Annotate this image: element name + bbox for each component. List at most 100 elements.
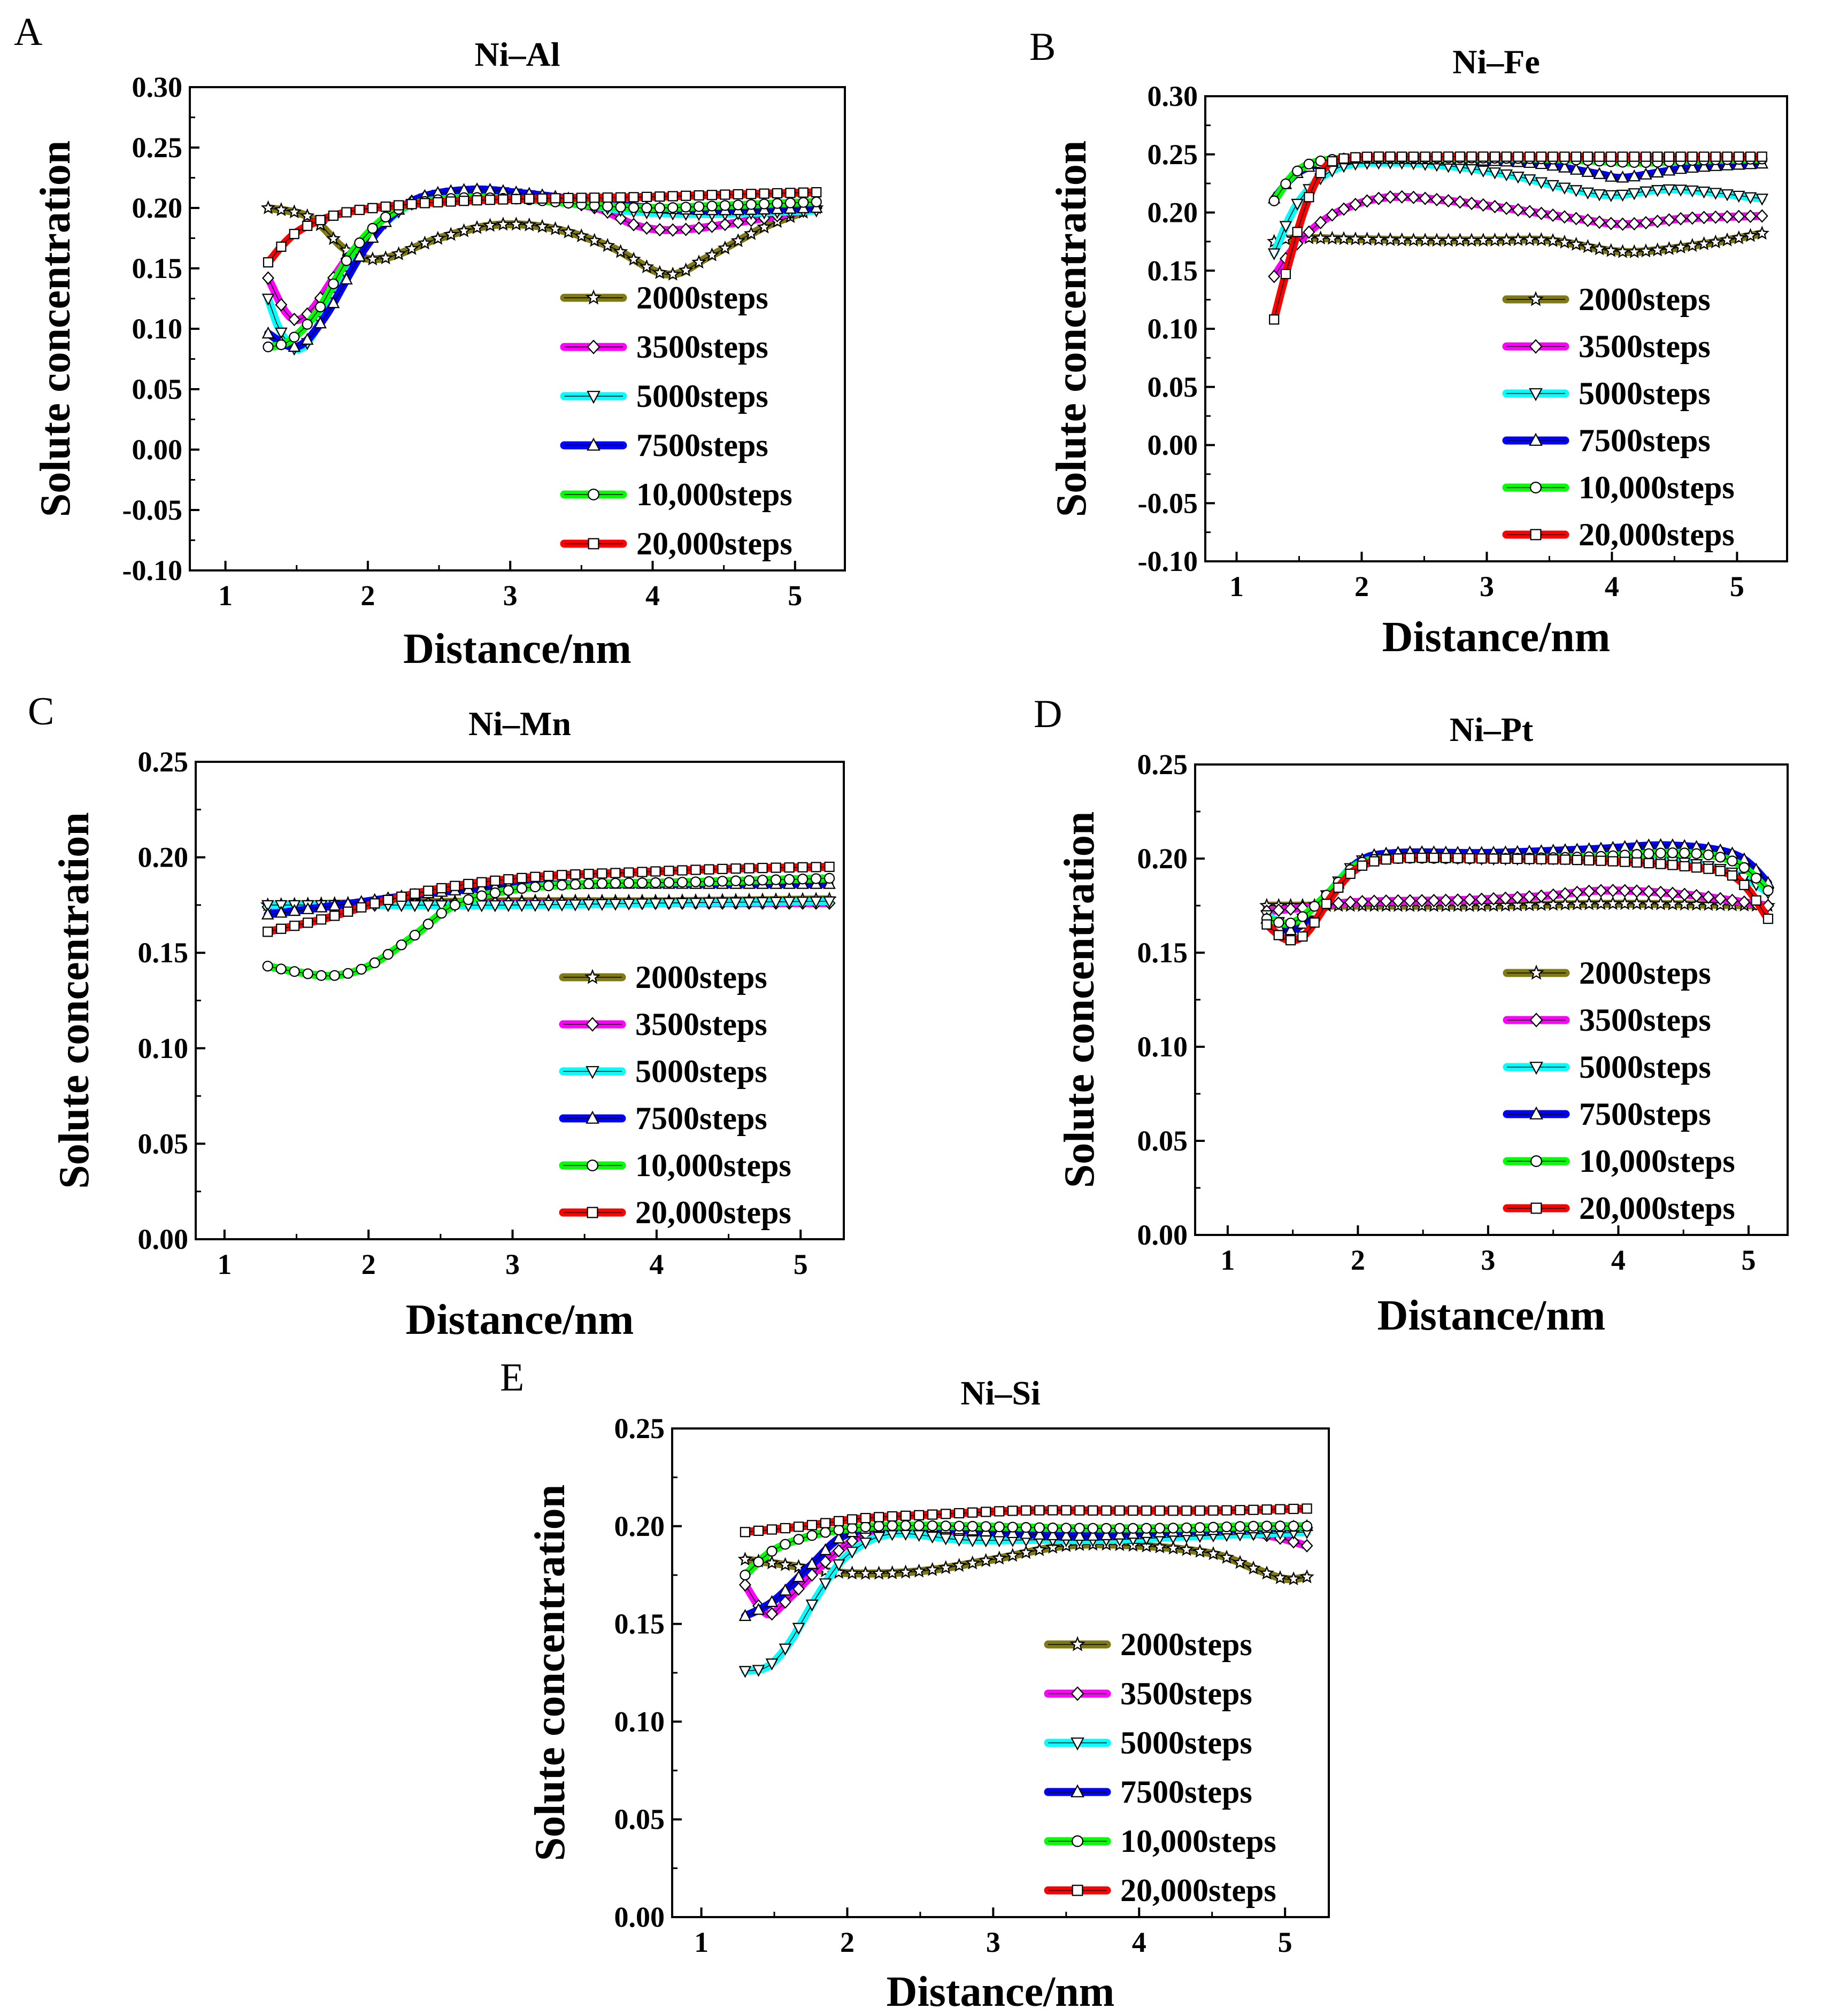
data-point [994, 1521, 1005, 1533]
data-point [1702, 890, 1715, 904]
data-point [1667, 860, 1678, 870]
legend-item: 10,000steps [560, 477, 792, 512]
x-tick-label: 4 [1132, 1926, 1146, 1958]
legend-marker [587, 339, 601, 354]
panel-d: D Ni–Pt 1 2 3 4 5 0.00 0.05 0.10 0.15 0.20 0.25 Dista… [1034, 692, 1789, 1339]
data-point [1617, 895, 1633, 910]
data-point [740, 1570, 751, 1581]
legend-item: 3500steps [1503, 1002, 1711, 1038]
data-point [1292, 227, 1303, 237]
y-tick-label: 0.30 [132, 71, 183, 103]
data-point [792, 1582, 805, 1596]
data-point [1380, 894, 1392, 908]
data-point [543, 880, 554, 892]
data-point [1394, 232, 1410, 246]
data-point [1280, 178, 1291, 190]
data-point [797, 862, 808, 872]
data-point [574, 228, 589, 243]
legend-label: 5000steps [1120, 1725, 1252, 1760]
data-point [1113, 1527, 1126, 1540]
data-point [779, 1595, 791, 1609]
data-point [342, 968, 353, 979]
data-point [1665, 896, 1680, 911]
y-tick-label: 0.25 [1137, 748, 1188, 781]
data-point [1489, 199, 1501, 214]
data-point [1662, 163, 1676, 176]
data-point [1524, 854, 1535, 864]
data-point [823, 872, 835, 884]
data-point [261, 271, 274, 285]
data-point [1392, 853, 1404, 864]
data-point [1420, 151, 1430, 162]
data-point [482, 218, 498, 232]
data-point [756, 897, 769, 909]
legend-marker [1529, 388, 1543, 401]
data-point [289, 921, 300, 931]
data-point [1674, 184, 1687, 197]
data-point [1696, 236, 1712, 251]
data-point [556, 899, 568, 912]
data-point [1580, 239, 1596, 253]
y-tick-label: 0.15 [1148, 254, 1198, 287]
data-point [1034, 1522, 1045, 1533]
data-point [810, 896, 822, 909]
data-point [1738, 895, 1751, 909]
data-point [569, 879, 581, 890]
data-point [1628, 169, 1641, 182]
data-point [1309, 901, 1320, 912]
data-point [1500, 169, 1513, 182]
data-point [1678, 887, 1691, 901]
legend-marker [1529, 1106, 1543, 1119]
data-point [1697, 159, 1711, 172]
data-point [1088, 1505, 1098, 1516]
data-point [1261, 1520, 1273, 1532]
data-point [926, 1531, 939, 1544]
data-point [1536, 854, 1546, 864]
legend-label: 10,000steps [636, 477, 792, 512]
data-point [1476, 853, 1487, 864]
data-point [408, 900, 421, 913]
data-point [927, 1509, 938, 1520]
data-point [676, 898, 689, 910]
data-point [858, 1565, 873, 1580]
data-point [1285, 917, 1296, 929]
data-point [569, 899, 582, 912]
data-point [1348, 231, 1363, 246]
data-point [1368, 894, 1381, 908]
legend-label: 5000steps [635, 1054, 767, 1089]
x-axis-label: Distance/nm [1382, 614, 1611, 661]
y-tick-label: -0.10 [122, 554, 182, 586]
data-point [752, 1603, 765, 1615]
data-point [1405, 853, 1415, 863]
data-point [557, 870, 567, 880]
data-point [1454, 151, 1465, 162]
data-point [743, 226, 759, 241]
data-point [1488, 853, 1499, 864]
data-point [1698, 151, 1710, 162]
legend-label: 7500steps [635, 1101, 767, 1136]
x-axis-label: Distance/nm [887, 1968, 1115, 2015]
data-point [378, 250, 393, 265]
data-point [1350, 152, 1361, 163]
data-point [263, 257, 274, 268]
x-tick-label: 1 [218, 580, 233, 612]
data-point [1616, 217, 1629, 231]
data-point [703, 876, 715, 887]
y-tick-label: 0.20 [132, 192, 183, 224]
data-point [302, 968, 313, 979]
data-point [433, 197, 443, 207]
data-point [650, 866, 661, 877]
data-point [1619, 884, 1631, 898]
data-point [370, 898, 380, 909]
data-point [1744, 192, 1757, 205]
data-point [628, 202, 640, 213]
data-point [443, 227, 459, 241]
data-point [1074, 1505, 1085, 1516]
data-point [811, 862, 821, 872]
legend-label: 20,000steps [635, 1195, 791, 1230]
data-point [1273, 917, 1284, 928]
data-point [530, 871, 541, 882]
data-point [1596, 855, 1606, 866]
